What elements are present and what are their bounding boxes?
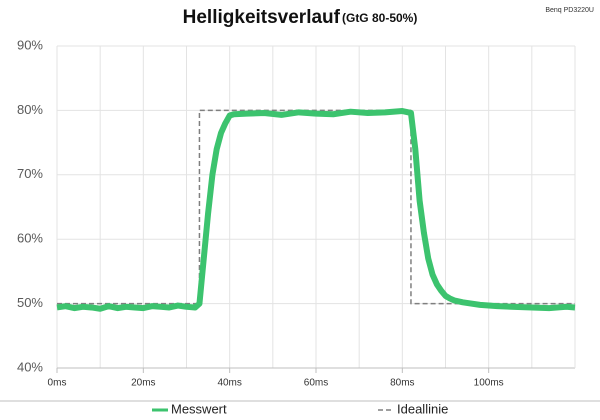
y-tick-label: 50% (17, 295, 43, 310)
y-tick-label: 70% (17, 166, 43, 181)
measured-line (56, 108, 576, 312)
annotation: Benq PD3220U (545, 7, 594, 14)
chart-title: Helligkeitsverlauf (183, 7, 341, 28)
x-tick-label: 60ms (304, 378, 328, 389)
y-tick-label: 60% (17, 231, 43, 246)
y-tick-label: 90% (17, 37, 43, 52)
x-tick-label: 40ms (217, 378, 241, 389)
y-tick-label: 40% (17, 359, 43, 374)
chart-subtitle: (GtG 80-50%) (342, 11, 417, 25)
legend-label: Messwert (171, 401, 227, 416)
x-tick-label: 100ms (474, 378, 504, 389)
x-tick-label: 20ms (131, 378, 155, 389)
legend-label: Ideallinie (397, 401, 448, 416)
y-tick-label: 80% (17, 102, 43, 117)
x-tick-label: 0ms (48, 378, 67, 389)
x-tick-label: 80ms (390, 378, 414, 389)
